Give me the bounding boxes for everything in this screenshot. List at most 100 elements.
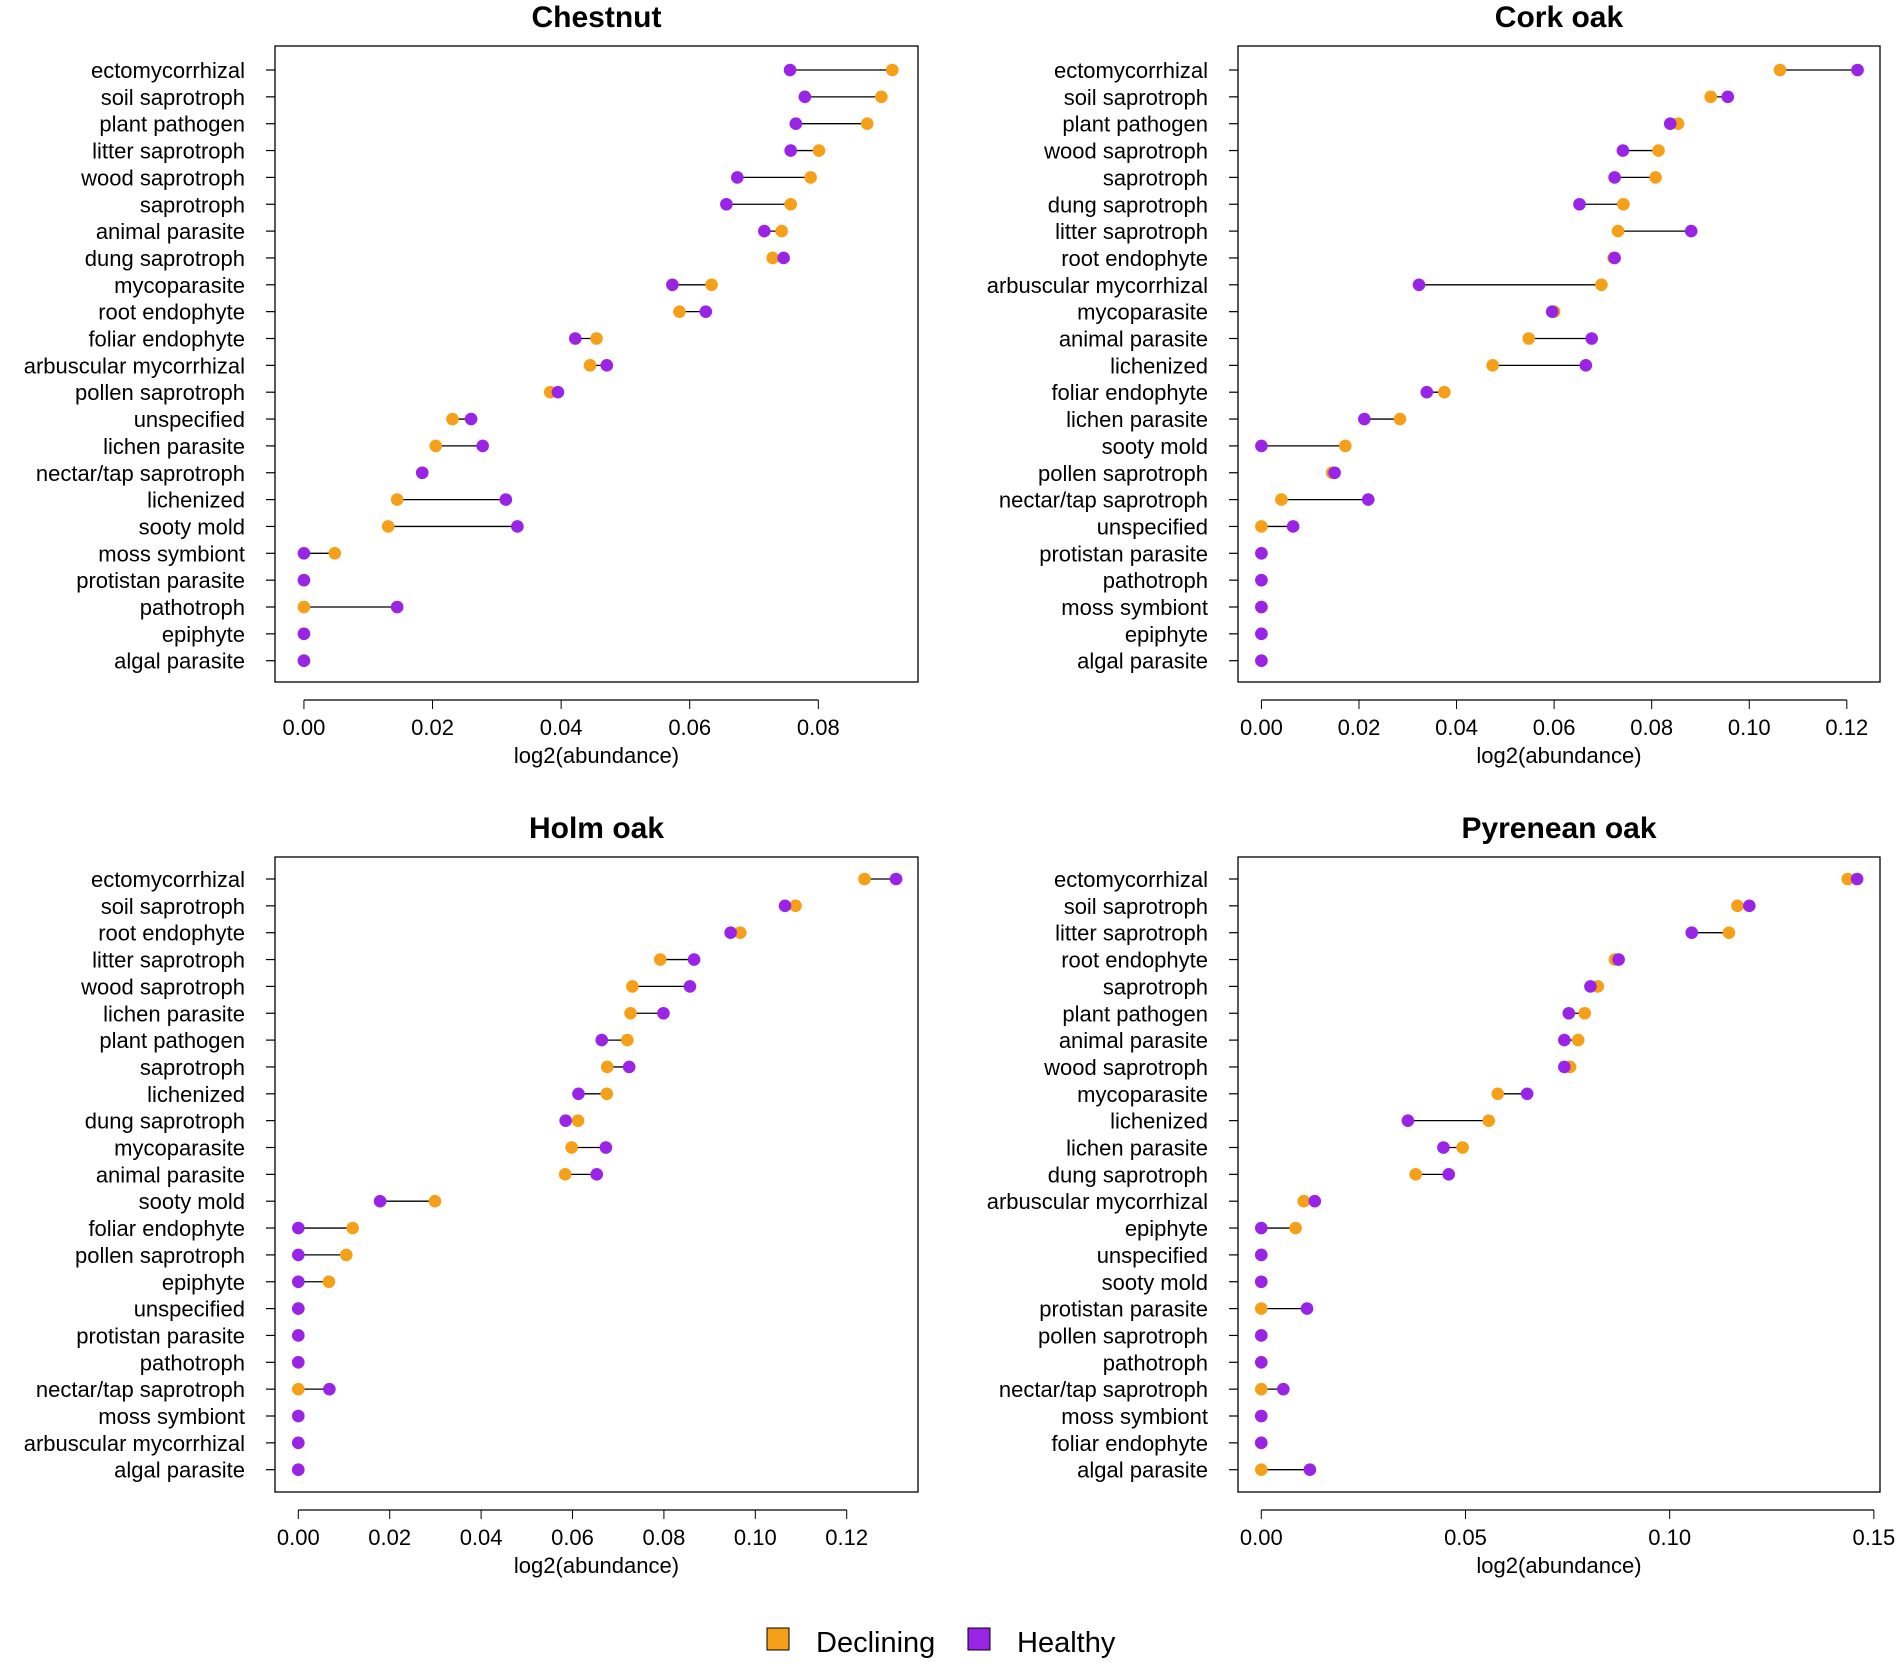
category-label: pollen saprotroph — [75, 380, 245, 405]
category-label: arbuscular mycorrhizal — [987, 1189, 1208, 1214]
category-label: lichen parasite — [103, 434, 245, 459]
panel-title: Cork oak — [1495, 1, 1624, 34]
point-declining — [1255, 520, 1268, 533]
category-label: algal parasite — [114, 1458, 245, 1483]
x-tick-label: 0.10 — [1648, 1525, 1691, 1550]
category-label: ectomycorrhizal — [1054, 58, 1208, 83]
x-tick-label: 0.12 — [825, 1525, 868, 1550]
category-label: ectomycorrhizal — [91, 58, 245, 83]
point-healthy — [1562, 1006, 1576, 1020]
category-label: saprotroph — [1103, 165, 1208, 190]
point-healthy — [292, 1436, 305, 1450]
point-healthy — [1608, 171, 1621, 184]
point-declining — [322, 1275, 336, 1289]
x-tick-label: 0.10 — [734, 1525, 777, 1550]
category-label: lichen parasite — [103, 1001, 245, 1026]
category-label: epiphyte — [1125, 622, 1208, 647]
point-healthy — [415, 466, 429, 480]
point-healthy — [1254, 1275, 1268, 1289]
panel-title: Pyrenean oak — [1461, 812, 1656, 845]
point-healthy — [568, 332, 582, 345]
point-declining — [297, 600, 311, 614]
category-label: epiphyte — [162, 622, 245, 647]
point-declining — [446, 412, 459, 426]
x-tick-label: 0.12 — [1825, 715, 1868, 740]
point-declining — [1773, 63, 1787, 77]
category-label: saprotroph — [140, 192, 245, 217]
point-healthy — [1851, 63, 1864, 77]
point-healthy — [1558, 1033, 1571, 1047]
point-healthy — [292, 1275, 305, 1289]
category-label: pollen saprotroph — [1038, 1323, 1208, 1348]
category-label: animal parasite — [96, 1162, 245, 1187]
category-label: mycoparasite — [114, 273, 245, 298]
category-label: pathotroph — [140, 1350, 245, 1375]
point-healthy — [783, 63, 797, 77]
x-tick-label: 0.02 — [1338, 715, 1381, 740]
point-healthy — [1254, 1409, 1268, 1423]
category-label: moss symbiont — [98, 541, 245, 566]
category-label: algal parasite — [114, 649, 245, 674]
point-declining — [1254, 1463, 1268, 1476]
x-axis-title: log2(abundance) — [1476, 743, 1641, 768]
category-label: unspecified — [134, 407, 245, 432]
point-healthy — [1254, 1356, 1268, 1369]
x-tick-label: 0.02 — [411, 715, 454, 740]
category-label: pollen saprotroph — [1038, 461, 1208, 486]
point-healthy — [1255, 439, 1268, 453]
point-healthy — [1850, 872, 1864, 886]
point-healthy — [292, 1463, 305, 1476]
x-axis-title: log2(abundance) — [514, 1553, 679, 1578]
point-healthy — [559, 1114, 572, 1127]
point-healthy — [1286, 520, 1300, 533]
point-declining — [1339, 439, 1352, 453]
point-healthy — [1663, 117, 1677, 130]
point-declining — [1254, 1302, 1268, 1315]
point-declining — [1456, 1141, 1469, 1154]
category-label: lichenized — [147, 488, 245, 513]
point-declining — [339, 1248, 353, 1262]
category-label: wood saprotroph — [1043, 1055, 1208, 1080]
plot-frame — [1237, 856, 1881, 1493]
point-declining — [1617, 197, 1630, 211]
category-label: litter saprotroph — [92, 948, 245, 973]
point-declining — [428, 1194, 442, 1208]
x-tick-label: 0.08 — [797, 715, 840, 740]
x-tick-label: 0.02 — [368, 1525, 411, 1550]
point-declining — [1722, 926, 1736, 939]
category-label: lichenized — [1110, 353, 1208, 378]
point-declining — [1649, 171, 1662, 184]
point-healthy — [1308, 1194, 1322, 1208]
point-healthy — [778, 899, 792, 913]
category-label: sooty mold — [1102, 434, 1208, 459]
point-healthy — [784, 144, 797, 157]
point-healthy — [1616, 144, 1630, 157]
point-healthy — [687, 953, 701, 966]
point-declining — [789, 899, 802, 913]
point-healthy — [297, 573, 311, 587]
category-label: lichenized — [147, 1082, 245, 1107]
category-label: foliar endophyte — [88, 327, 245, 352]
panel-pyrenean-oak: Pyrenean oak 0.00 0.05 0.10 0.15 log2(abundan… — [987, 812, 1896, 1578]
point-healthy — [1277, 1382, 1290, 1396]
point-declining — [1704, 90, 1718, 104]
category-label: litter saprotroph — [92, 139, 245, 164]
category-label: animal parasite — [1059, 1028, 1208, 1053]
point-healthy — [297, 654, 311, 667]
x-tick-label: 0.00 — [1240, 1525, 1283, 1550]
point-healthy — [1255, 547, 1268, 560]
category-label: sooty mold — [139, 1189, 245, 1214]
point-declining — [292, 1382, 305, 1396]
point-healthy — [1437, 1141, 1450, 1154]
category-label: arbuscular mycorrhizal — [987, 273, 1208, 298]
x-tick-label: 0.06 — [551, 1525, 594, 1550]
panel-holm-oak: Holm oak 0.00 0.02 0.04 0.06 0.08 0.10 0.12 log2… — [24, 812, 919, 1578]
x-tick-label: 0.00 — [283, 715, 326, 740]
point-healthy — [476, 439, 489, 453]
category-label: pollen saprotroph — [75, 1243, 245, 1268]
point-healthy — [464, 412, 478, 426]
category-label: unspecified — [1097, 1243, 1208, 1268]
point-declining — [775, 224, 788, 238]
x-tick-label: 0.06 — [668, 715, 711, 740]
point-declining — [1482, 1114, 1496, 1127]
